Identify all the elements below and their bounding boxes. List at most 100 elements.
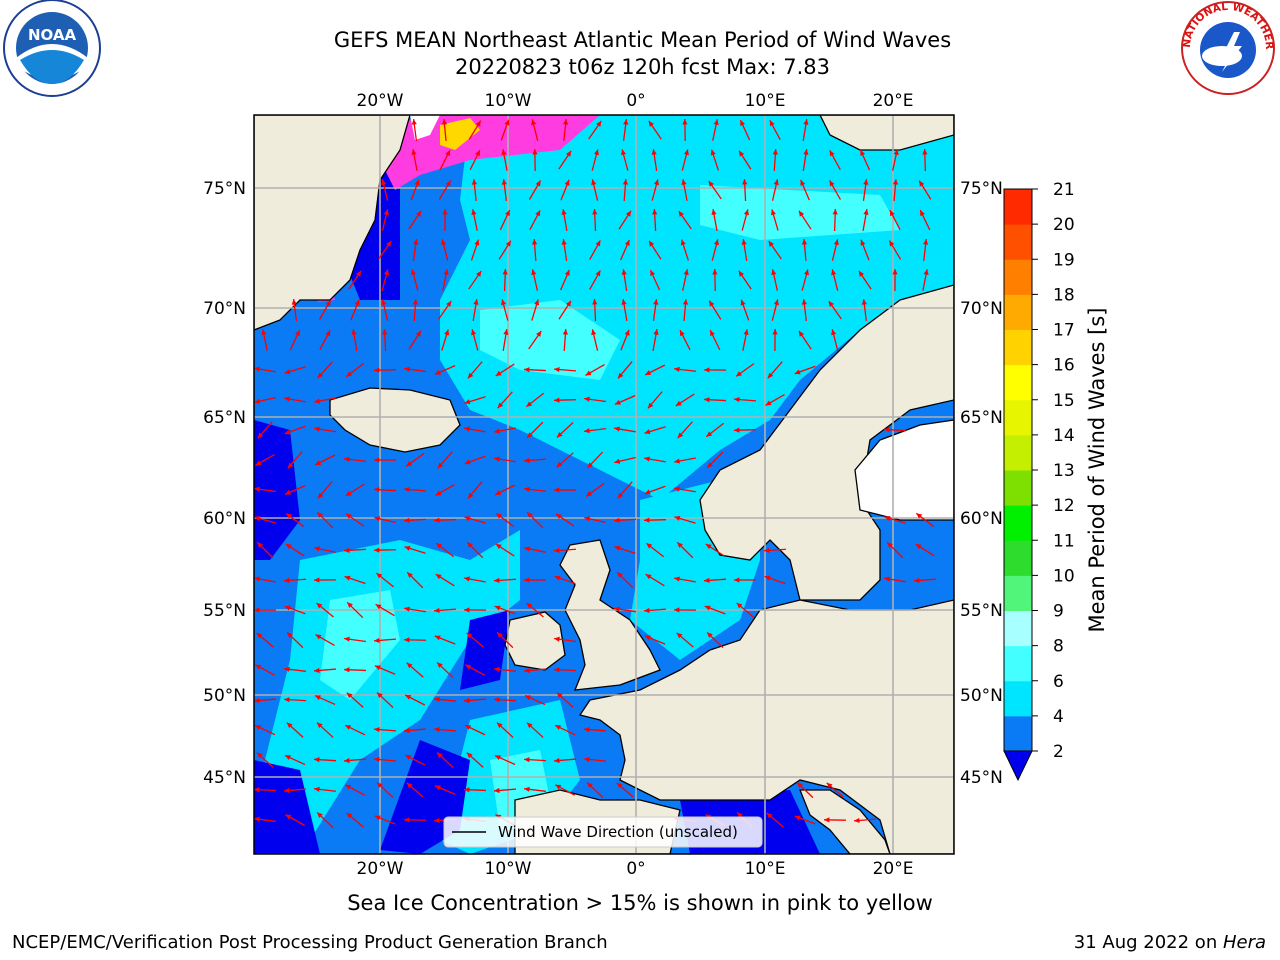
wave-direction-arrow [648,120,662,140]
wave-direction-arrow [771,299,779,321]
wave-direction-arrow [523,367,547,373]
lat-label-left-70n: 70°N [203,299,246,319]
wave-direction-arrow [494,456,516,463]
land-britain [559,539,661,691]
wave-direction-arrow [678,210,692,230]
wave-direction-arrow [742,178,748,202]
wave-direction-arrow [883,427,907,433]
colorbar-tick-label: 2 [1053,742,1064,762]
wave-direction-arrow [555,784,575,796]
wave-direction-arrow [373,726,397,733]
wave-direction-arrow [561,209,568,231]
wave-direction-arrow [614,456,636,464]
wave-direction-arrow [434,635,456,645]
colorbar-segment [1004,610,1032,647]
wave-direction-arrow [651,179,659,201]
field-light-south [490,750,550,830]
lat-label-right-50n: 50°N [960,686,1003,706]
wave-direction-arrow [499,209,511,231]
wave-direction-arrow [553,397,577,403]
wave-direction-arrow [831,239,839,261]
wave-direction-arrow [709,329,721,351]
wave-direction-arrow [682,118,688,142]
wave-direction-arrow [733,577,757,583]
wave-direction-arrow [502,268,508,292]
sea-ice-yellow [440,118,480,150]
wave-direction-arrow [529,209,541,231]
wave-direction-arrow [436,661,454,679]
wave-direction-arrow [466,752,484,768]
wave-direction-arrow [554,575,576,585]
axis-labels: 20°W 10°W 0° 10°E 20°E 20°W 10°W 0° 10°E… [203,91,1003,879]
wave-direction-arrow [374,516,396,524]
colorbar-segment [1004,575,1032,611]
wave-direction-arrow [523,457,547,464]
wave-direction-arrow [915,512,935,528]
wave-direction-arrow [526,602,544,618]
colorbar-segment [1004,680,1032,717]
wind-wave-arrows [254,118,937,829]
wave-direction-arrow [498,240,512,260]
wave-direction-arrow [346,601,364,619]
colorbar-tick-label: 10 [1053,566,1075,586]
lon-label-top-20w: 20°W [357,91,404,111]
wave-direction-arrow [740,299,750,321]
colorbar-tick-label: 12 [1053,496,1075,516]
wave-direction-arrow [467,481,483,499]
wave-direction-arrow [345,513,365,527]
wave-direction-arrow [345,362,365,378]
wave-direction-arrow [494,427,516,434]
legend-box [443,816,763,848]
wave-direction-arrow [681,179,688,201]
wave-direction-arrow [501,179,507,201]
lon-label-bottom-10e: 10°E [745,859,786,879]
wave-direction-arrow [433,726,457,733]
wave-direction-arrow [742,329,749,351]
wave-direction-arrow [463,697,487,704]
lat-label-right-45n: 45°N [960,768,1003,788]
wave-direction-arrow [438,180,452,200]
wave-direction-arrow [434,785,456,795]
wave-direction-arrow [679,329,691,351]
wave-direction-arrow [614,606,636,613]
wave-direction-arrow [616,571,634,589]
wave-direction-arrow [586,451,604,469]
wave-direction-arrow [618,210,632,230]
wave-direction-arrow [433,517,457,523]
wave-direction-arrow [404,366,426,373]
colorbar-segment [1004,470,1032,506]
wave-direction-arrow [404,545,426,554]
wave-direction-arrow [254,515,276,524]
wave-direction-arrow [287,451,303,469]
lat-label-right-60n: 60°N [960,509,1003,529]
wave-direction-arrow [464,426,486,433]
wave-direction-arrow [794,815,816,825]
colorbar-tick-label: 9 [1053,602,1064,622]
wave-direction-arrow [528,330,542,350]
colorbar-segment [1004,259,1032,295]
wave-direction-arrow [553,366,577,373]
wave-direction-arrow [923,238,929,262]
wave-direction-arrow [643,517,667,523]
wave-direction-arrow [766,812,784,828]
wave-direction-arrow [291,299,298,321]
wave-direction-arrow [622,119,629,141]
wave-direction-arrow [682,269,689,291]
wave-direction-arrow [620,239,630,261]
colorbar-tick-label: 11 [1053,531,1075,551]
land-italy [799,789,891,854]
wave-direction-arrow [436,752,454,768]
wave-direction-arrow [614,426,636,433]
wave-direction-arrow [584,396,606,403]
wave-direction-arrow [677,421,693,439]
wave-direction-arrow [704,605,726,615]
wave-direction-arrow [562,328,569,352]
wave-direction-arrow [592,298,598,322]
wave-direction-arrow [644,485,666,495]
wave-direction-arrow [738,150,752,170]
wave-direction-arrow [403,817,427,823]
wave-direction-arrow [343,547,367,553]
wave-direction-arrow [772,148,778,172]
wave-direction-arrow [892,149,899,171]
